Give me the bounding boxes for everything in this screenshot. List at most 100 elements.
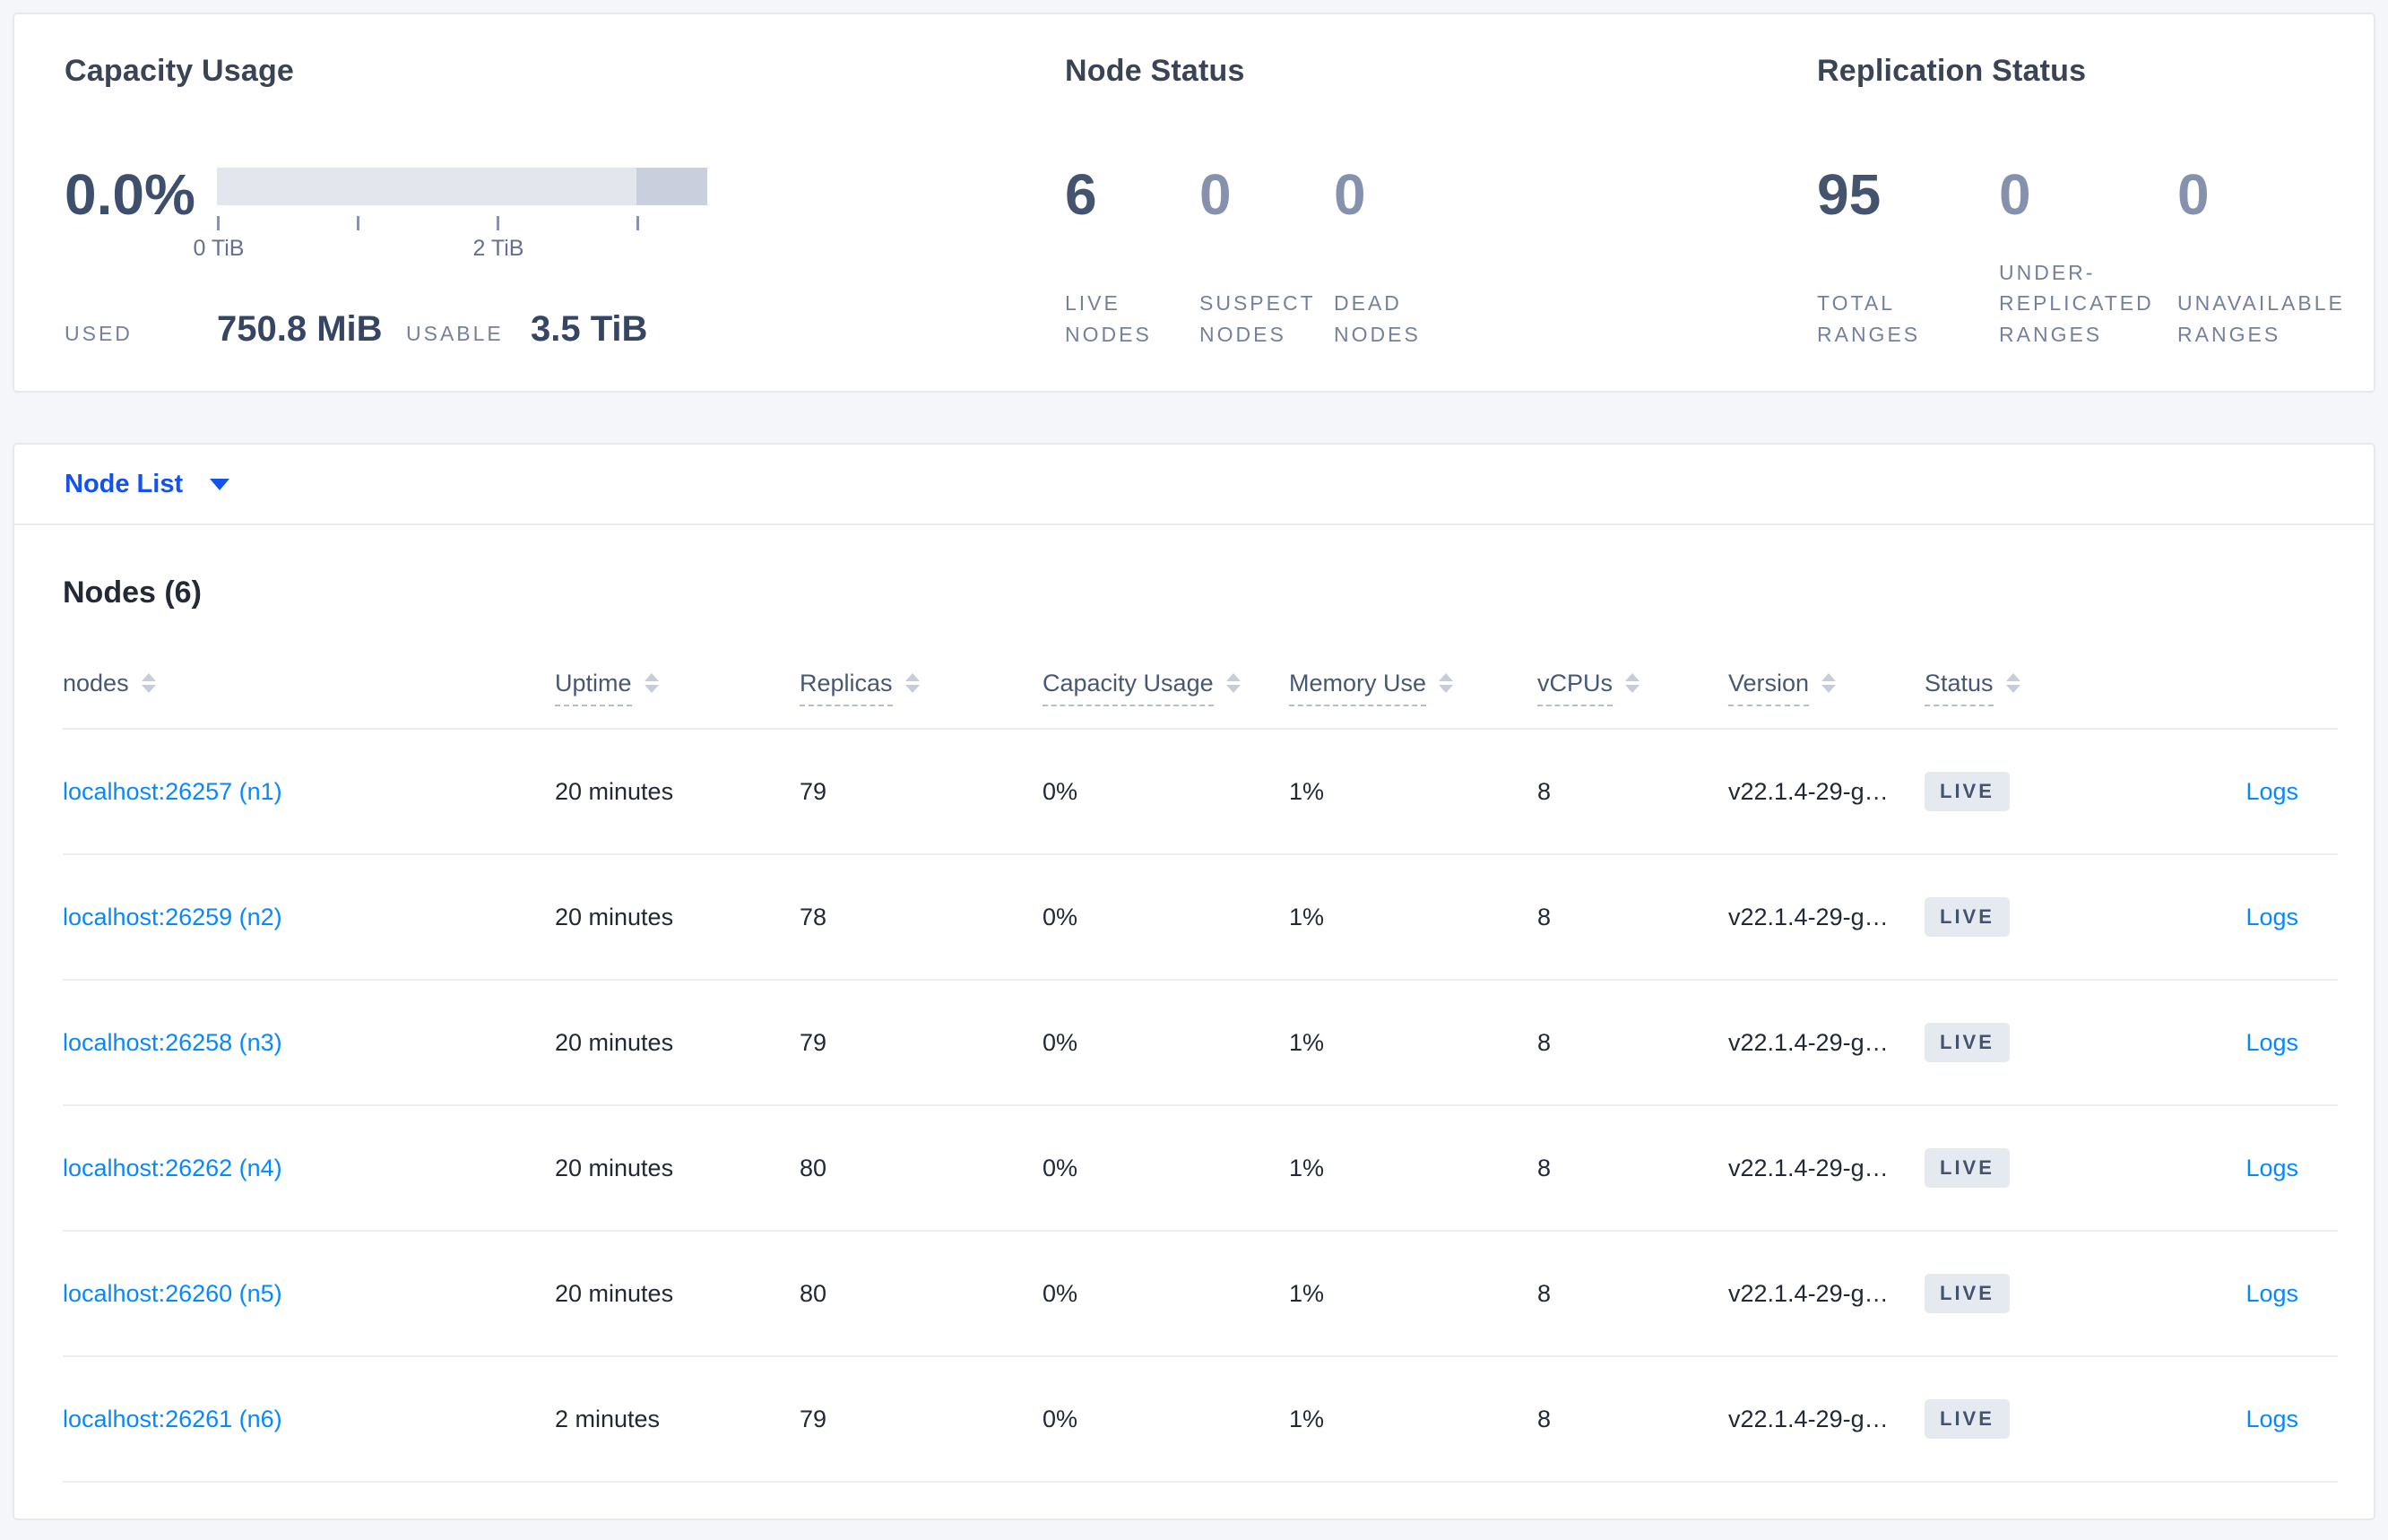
column-header-uptime[interactable]: Uptime xyxy=(555,670,800,706)
replication-status-panel: Replication Status 95 TOTAL RANGES 0 UND… xyxy=(1768,54,2374,350)
logs-link[interactable]: Logs xyxy=(2245,1154,2298,1181)
replicas-cell: 78 xyxy=(800,903,827,930)
axis-tick-label: 2 TiB xyxy=(472,236,524,261)
column-header-replicas[interactable]: Replicas xyxy=(800,670,1043,706)
table-row: localhost:26262 (n4) 20 minutes 80 0% 1%… xyxy=(63,1106,2338,1232)
axis-tick-label: 0 TiB xyxy=(193,236,245,261)
capacity-usage-title: Capacity Usage xyxy=(65,54,295,88)
column-header-nodes[interactable]: nodes xyxy=(63,670,555,706)
status-badge: LIVE xyxy=(1925,1148,2010,1188)
capacity-percent: 0.0% xyxy=(65,162,195,227)
replicas-cell: 79 xyxy=(800,777,827,805)
node-link[interactable]: localhost:26258 (n3) xyxy=(63,1028,282,1056)
node-list-card: Node List Nodes (6) nodes Uptime Replica… xyxy=(13,443,2375,1520)
sort-icon xyxy=(1625,673,1640,693)
status-badge: LIVE xyxy=(1925,897,2010,937)
replicas-cell: 79 xyxy=(800,1028,827,1056)
memory-cell: 1% xyxy=(1289,1279,1325,1307)
version-cell: v22.1.4-29-g… xyxy=(1728,903,1889,930)
version-cell: v22.1.4-29-g… xyxy=(1728,1154,1889,1181)
node-list-view-selector[interactable]: Node List xyxy=(65,470,230,499)
status-badge: LIVE xyxy=(1925,1023,2010,1062)
uptime-cell: 20 minutes xyxy=(555,1154,674,1181)
sort-icon xyxy=(1821,673,1837,693)
vcpus-cell: 8 xyxy=(1537,1154,1552,1181)
total-ranges-stat: 95 TOTAL RANGES xyxy=(1817,166,1999,350)
capacity-cell: 0% xyxy=(1043,1154,1078,1181)
live-nodes-stat: 6 LIVE NODES xyxy=(1065,166,1199,350)
column-header-vcpus[interactable]: vCPUs xyxy=(1537,670,1728,706)
uptime-cell: 2 minutes xyxy=(555,1405,661,1432)
total-ranges-label: TOTAL RANGES xyxy=(1817,291,1921,346)
uptime-cell: 20 minutes xyxy=(555,1028,674,1056)
used-label: USED xyxy=(65,322,133,345)
version-cell: v22.1.4-29-g… xyxy=(1728,1279,1889,1307)
total-ranges-value: 95 xyxy=(1817,162,1882,227)
vcpus-cell: 8 xyxy=(1537,1279,1552,1307)
sort-icon xyxy=(644,673,659,693)
column-header-status[interactable]: Status xyxy=(1925,670,2171,706)
vcpus-cell: 8 xyxy=(1537,1028,1552,1056)
version-cell: v22.1.4-29-g… xyxy=(1728,1405,1889,1432)
replicas-cell: 80 xyxy=(800,1154,827,1181)
vcpus-cell: 8 xyxy=(1537,1405,1552,1432)
memory-cell: 1% xyxy=(1289,777,1325,805)
sort-icon xyxy=(141,673,156,693)
nodes-heading: Nodes (6) xyxy=(63,575,202,610)
memory-cell: 1% xyxy=(1289,1028,1325,1056)
suspect-nodes-label: SUSPECT NODES xyxy=(1199,291,1316,346)
vcpus-cell: 8 xyxy=(1537,777,1552,805)
status-badge: LIVE xyxy=(1925,772,2010,811)
capacity-bar-chart: 0 TiB 2 TiB xyxy=(194,168,707,266)
memory-cell: 1% xyxy=(1289,1405,1325,1432)
unavailable-ranges-value: 0 xyxy=(2177,162,2210,227)
under-replicated-ranges-label: UNDER-REPLICATED RANGES xyxy=(1999,260,2154,346)
capacity-cell: 0% xyxy=(1043,903,1078,930)
column-header-memory-use[interactable]: Memory Use xyxy=(1289,670,1537,706)
dead-nodes-value: 0 xyxy=(1334,162,1366,227)
logs-link[interactable]: Logs xyxy=(2245,903,2298,930)
uptime-cell: 20 minutes xyxy=(555,903,674,930)
column-header-logs xyxy=(2171,670,2338,706)
node-link[interactable]: localhost:26260 (n5) xyxy=(63,1279,282,1307)
table-row: localhost:26260 (n5) 20 minutes 80 0% 1%… xyxy=(63,1232,2338,1357)
status-badge: LIVE xyxy=(1925,1274,2010,1313)
live-nodes-label: LIVE NODES xyxy=(1065,291,1152,346)
capacity-cell: 0% xyxy=(1043,1279,1078,1307)
node-status-panel: Node Status 6 LIVE NODES 0 SUSPECT NODES… xyxy=(1015,54,1768,350)
table-row: localhost:26261 (n6) 2 minutes 79 0% 1% … xyxy=(63,1357,2338,1483)
uptime-cell: 20 minutes xyxy=(555,1279,674,1307)
under-replicated-ranges-stat: 0 UNDER-REPLICATED RANGES xyxy=(1999,166,2177,350)
sort-icon xyxy=(1225,673,1241,693)
unavailable-ranges-stat: 0 UNAVAILABLE RANGES xyxy=(2177,166,2374,350)
node-link[interactable]: localhost:26261 (n6) xyxy=(63,1405,282,1432)
logs-link[interactable]: Logs xyxy=(2245,1405,2298,1432)
axis-tick xyxy=(217,216,220,230)
column-header-capacity-usage[interactable]: Capacity Usage xyxy=(1043,670,1289,706)
nodes-table-header: nodes Uptime Replicas Capacity Usage Mem… xyxy=(63,610,2338,730)
logs-link[interactable]: Logs xyxy=(2245,1028,2298,1056)
logs-link[interactable]: Logs xyxy=(2245,1279,2298,1307)
sort-icon xyxy=(2005,673,2020,693)
axis-tick xyxy=(357,216,359,230)
node-status-title: Node Status xyxy=(1065,54,1245,88)
logs-link[interactable]: Logs xyxy=(2245,777,2298,805)
used-value: 750.8 MiB xyxy=(217,309,383,349)
capacity-cell: 0% xyxy=(1043,777,1078,805)
capacity-bar-other xyxy=(636,168,707,205)
cluster-summary-card: Capacity Usage 0.0% 0 TiB 2 TiB USED xyxy=(13,13,2375,393)
memory-cell: 1% xyxy=(1289,1154,1325,1181)
sort-icon xyxy=(904,673,920,693)
table-row: localhost:26257 (n1) 20 minutes 79 0% 1%… xyxy=(63,730,2338,855)
axis-tick xyxy=(636,216,639,230)
node-link[interactable]: localhost:26262 (n4) xyxy=(63,1154,282,1181)
usable-label: USABLE xyxy=(406,322,504,345)
suspect-nodes-stat: 0 SUSPECT NODES xyxy=(1199,166,1334,350)
suspect-nodes-value: 0 xyxy=(1199,162,1232,227)
column-header-version[interactable]: Version xyxy=(1728,670,1925,706)
node-link[interactable]: localhost:26257 (n1) xyxy=(63,777,282,805)
node-link[interactable]: localhost:26259 (n2) xyxy=(63,903,282,930)
table-row: localhost:26258 (n3) 20 minutes 79 0% 1%… xyxy=(63,981,2338,1106)
nodes-table-wrap: Nodes (6) nodes Uptime Replicas Capacity… xyxy=(14,575,2374,1518)
uptime-cell: 20 minutes xyxy=(555,777,674,805)
